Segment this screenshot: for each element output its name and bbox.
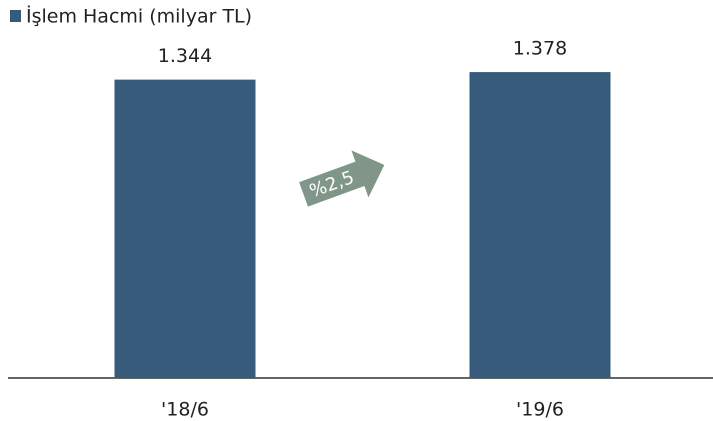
legend-swatch <box>10 10 21 22</box>
x-tick-label: '18/6 <box>161 399 209 421</box>
bar <box>114 79 256 378</box>
value-label: 1.378 <box>513 38 567 60</box>
arrow-shape <box>299 150 385 207</box>
bar <box>469 72 611 379</box>
x-tick-label: '19/6 <box>516 399 564 421</box>
growth-arrow: %2,5 <box>299 150 385 207</box>
legend-label: İşlem Hacmi (milyar TL) <box>26 5 252 28</box>
value-label: 1.344 <box>158 45 212 67</box>
